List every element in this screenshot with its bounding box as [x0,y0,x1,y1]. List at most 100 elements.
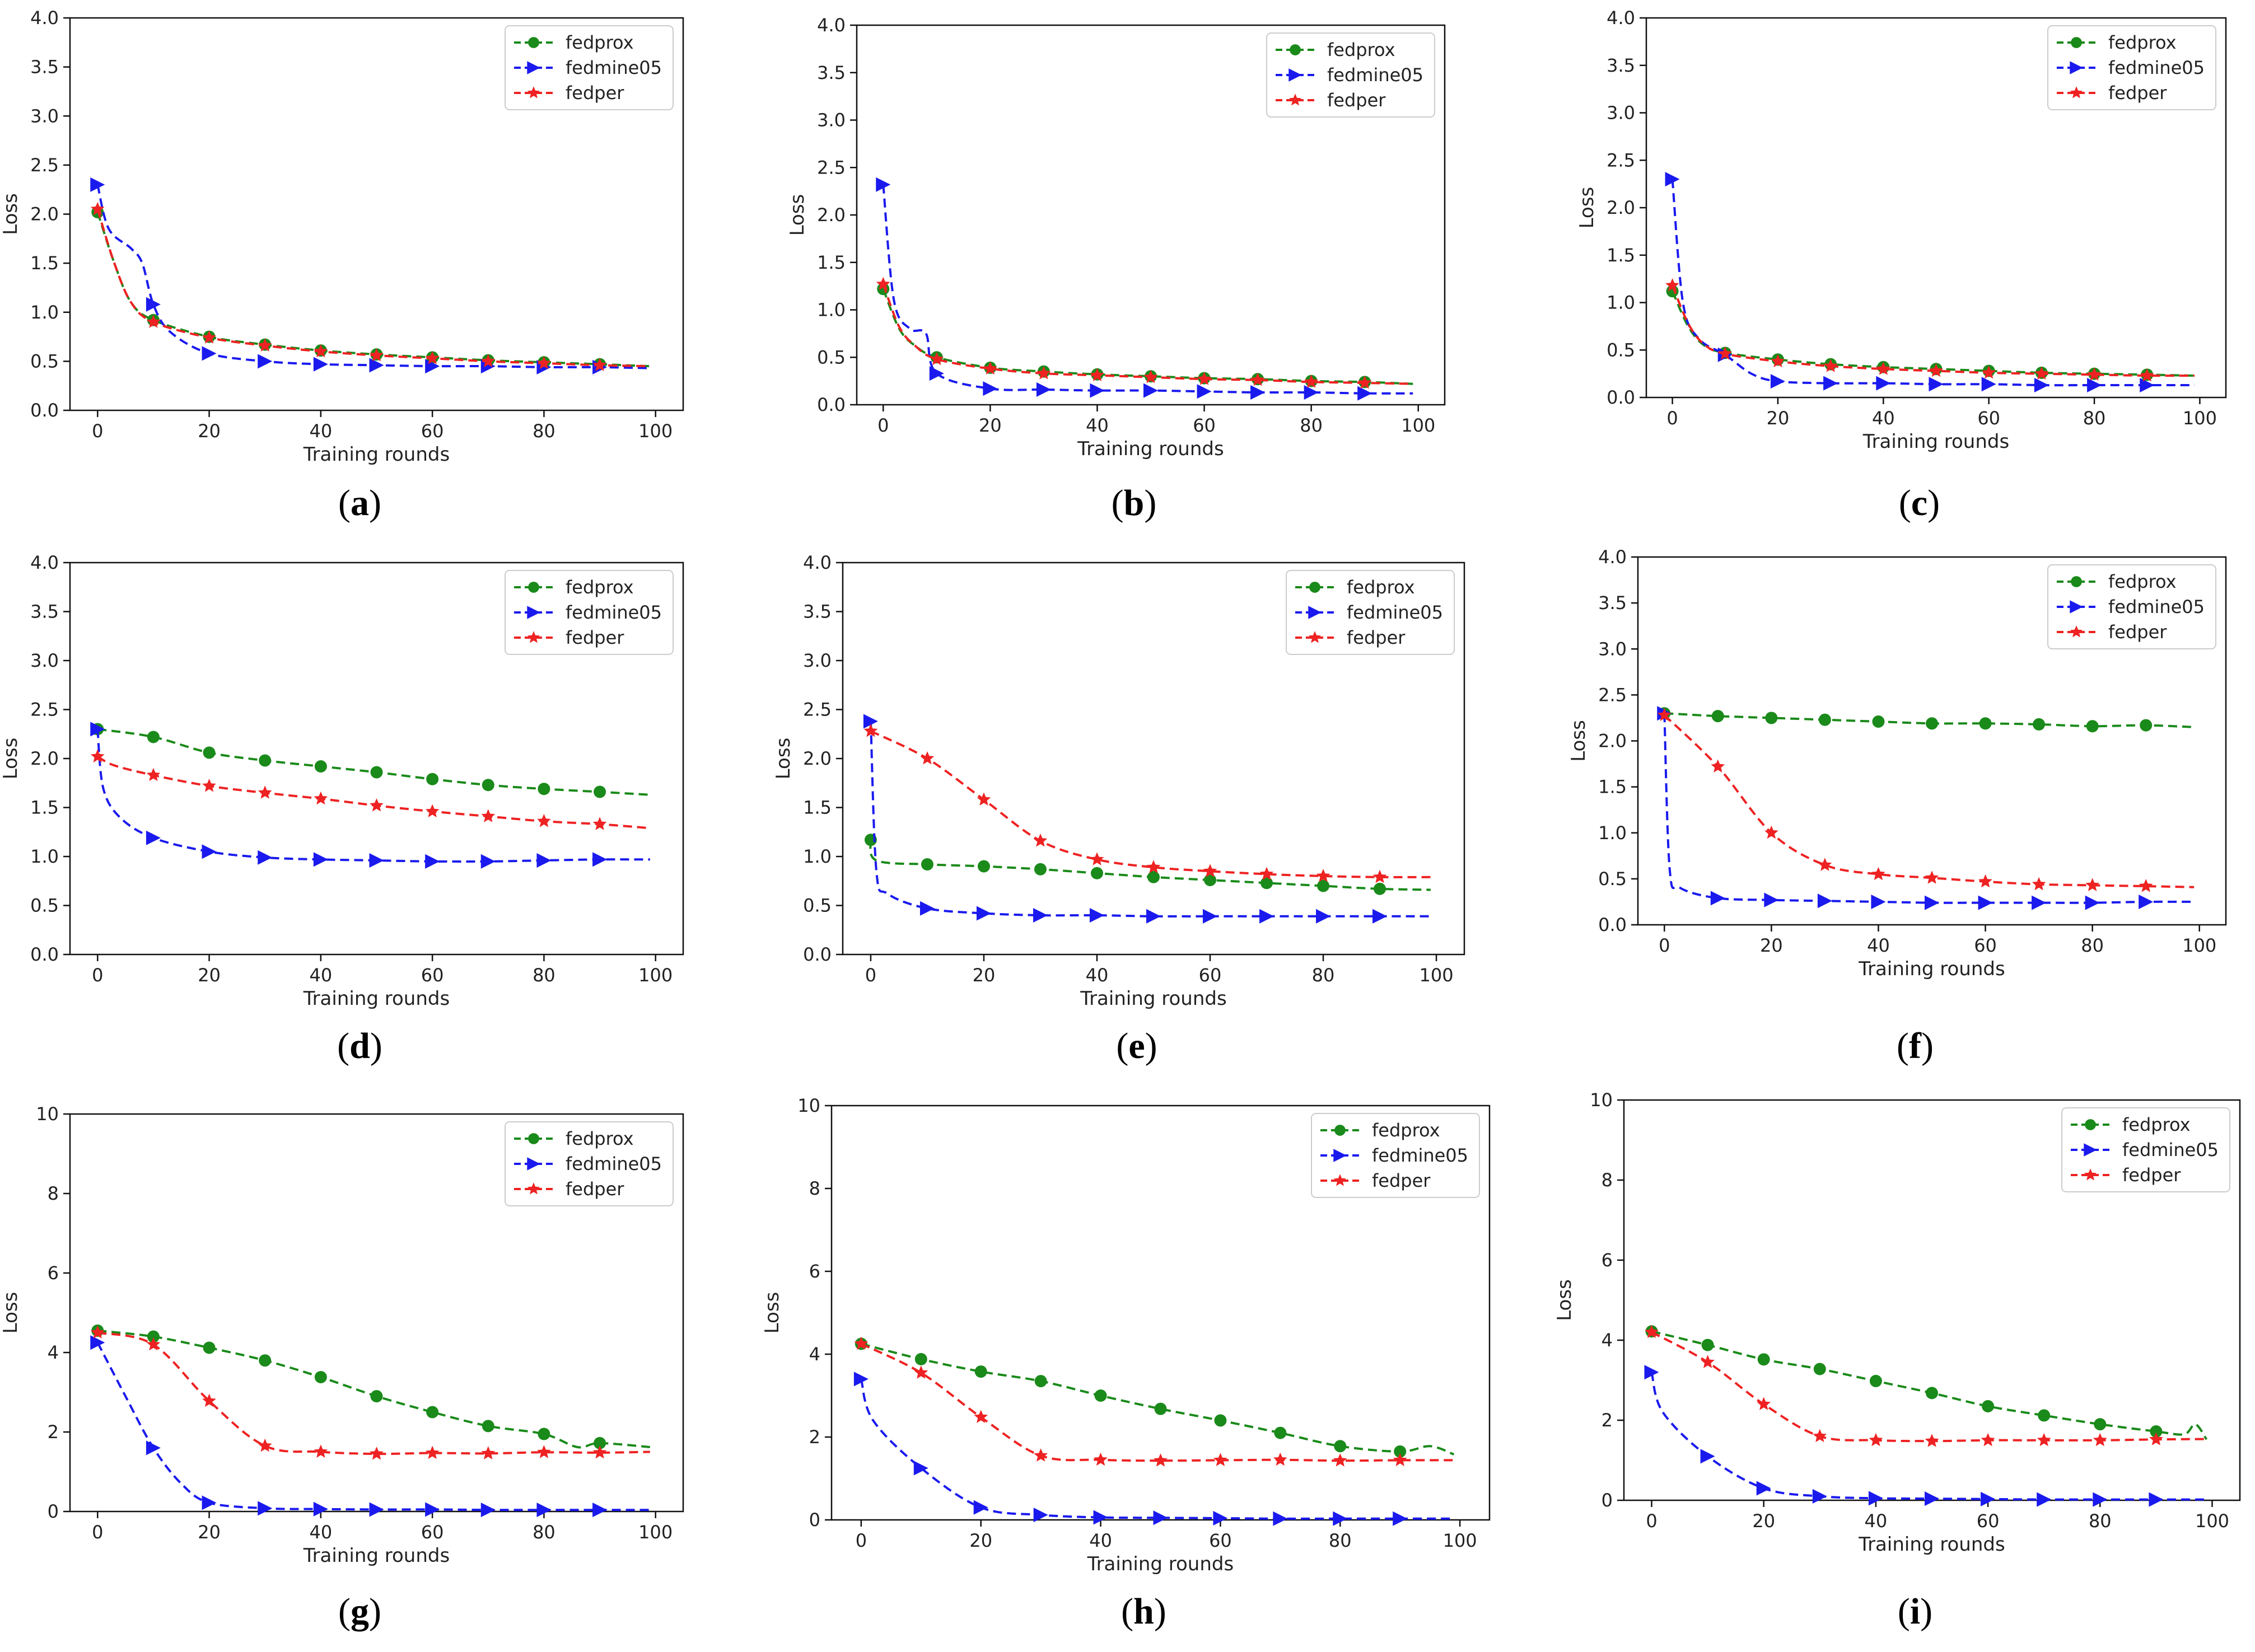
y-tick-label: 3.0 [1598,638,1627,659]
y-tick-label: 0.0 [30,944,59,965]
marker-fedprox [370,1390,383,1403]
marker-fedprox [538,783,550,795]
y-tick-label: 4.0 [1607,7,1635,29]
x-axis-label: Training rounds [1080,988,1226,1010]
marker-fedper [1869,1433,1883,1447]
marker-fedmine05 [592,1503,608,1518]
marker-fedper [914,1365,928,1379]
y-tick-label: 0.0 [30,400,59,421]
legend-marker-fedper [1333,1174,1347,1186]
marker-fedper [370,1447,384,1460]
x-tick-label: 20 [1752,1510,1775,1532]
marker-fedprox [977,860,990,873]
y-axis-label: Loss [1576,187,1598,229]
series-line-fedprox [96,212,650,368]
marker-fedprox [921,858,933,871]
series-line-fedprox [1651,1330,2208,1440]
marker-fedmine05 [425,1502,440,1517]
marker-fedmine05 [1710,891,1725,906]
legend-label-fedprox: fedprox [1372,1120,1440,1141]
marker-fedper [1665,278,1679,292]
y-tick-label: 1.5 [30,252,59,274]
x-tick-label: 80 [2083,408,2106,429]
y-tick-label: 1.0 [817,299,846,321]
panel-label: (c) [1899,483,1940,523]
marker-fedmine05 [983,381,998,396]
y-tick-label: 3.0 [30,650,59,671]
marker-fedmine05 [876,177,891,192]
marker-fedprox [2094,1418,2107,1431]
marker-fedmine05 [2034,377,2049,392]
series-line-fedper [96,209,650,368]
x-tick-label: 100 [2195,1510,2229,1532]
legend-marker-fedprox [2071,576,2082,587]
x-tick-label: 100 [638,965,673,986]
marker-fedper [202,1393,216,1407]
marker-fedper [90,202,105,216]
y-tick-label: 4 [1602,1330,1613,1351]
marker-fedmine05 [1036,382,1051,397]
x-axis-label: Training rounds [1858,1533,2005,1556]
y-axis-label: Loss [1553,1279,1576,1321]
y-tick-label: 3.0 [30,105,59,127]
x-tick-label: 0 [92,965,103,986]
legend-marker-fedprox [528,582,539,593]
marker-fedper [930,352,944,366]
panel-label: (h) [1121,1591,1166,1632]
marker-fedper [1090,368,1104,381]
legend-box [505,570,674,655]
y-tick-label: 0.0 [1598,914,1627,935]
marker-fedmine05 [1925,895,1939,910]
x-tick-label: 80 [1329,1530,1352,1551]
x-tick-label: 0 [92,1522,103,1543]
marker-fedprox [594,1436,606,1449]
series-line-fedper [870,730,1431,878]
marker-fedmine05 [1981,377,1996,392]
marker-fedprox [1090,867,1103,879]
marker-fedper [1094,1452,1108,1466]
y-tick-label: 0.5 [817,347,846,368]
marker-fedmine05 [1764,892,1779,907]
x-tick-label: 40 [1872,408,1895,429]
marker-fedprox [1813,1363,1826,1375]
panel-c: 0.0 0.5 1.0 1.5 2.0 2.5 3.0 3.5 4.0 0 20 40 60 80 100 T… [1576,7,2227,523]
x-tick-label: 60 [1209,1530,1232,1551]
marker-fedmine05 [1259,909,1274,924]
marker-fedmine05 [480,854,496,869]
y-tick-label: 1.0 [803,846,832,867]
marker-fedper [258,1438,272,1452]
marker-fedper [592,1445,607,1459]
marker-fedmine05 [1868,1491,1883,1506]
x-axis-label: Training rounds [303,1545,450,1567]
legend-label-fedprox: fedprox [566,1128,634,1149]
x-tick-label: 40 [1089,1530,1112,1551]
marker-fedper [1090,852,1104,865]
marker-fedper [481,809,496,822]
series-line-fedper [882,284,1413,385]
marker-fedper [1393,1453,1407,1466]
y-tick-label: 1.5 [803,797,832,818]
marker-fedprox [1147,871,1160,883]
marker-fedper [1876,362,1890,375]
y-tick-label: 8 [1602,1169,1613,1191]
marker-fedmine05 [1197,384,1212,399]
x-tick-label: 60 [1977,1510,2000,1532]
marker-fedprox [259,754,272,767]
marker-fedper [1813,1429,1827,1443]
series-line-fedper [1671,285,2195,377]
marker-fedmine05 [536,1503,552,1518]
marker-fedmine05 [480,1503,496,1518]
legend-marker-fedper [527,631,540,643]
marker-fedprox [1260,877,1273,890]
marker-fedper [2032,877,2046,891]
marker-fedprox [1274,1426,1287,1439]
marker-fedmine05 [1929,377,1944,392]
marker-fedmine05 [1981,1491,1996,1506]
x-tick-label: 0 [1659,935,1670,956]
marker-fedper [258,338,272,352]
legend-marker-fedmine05 [527,1157,540,1171]
marker-fedprox [2140,719,2153,732]
marker-fedprox [1094,1389,1107,1402]
marker-fedmine05 [2139,894,2154,909]
